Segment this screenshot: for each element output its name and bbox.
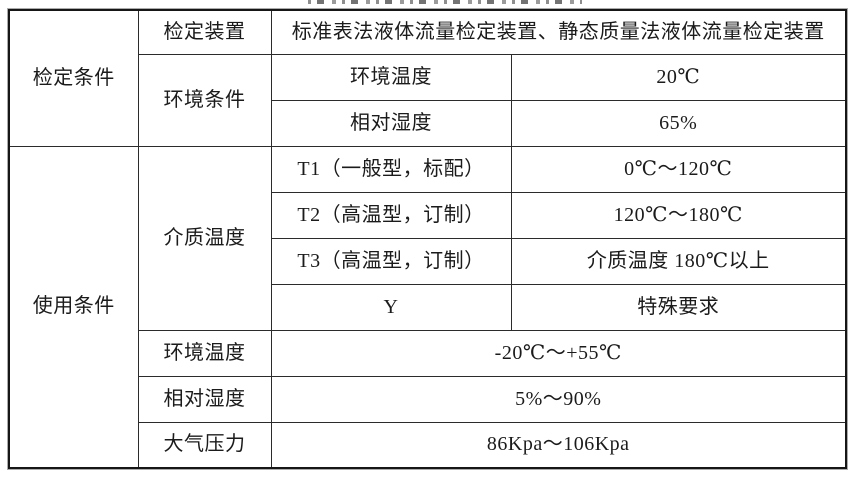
cell-ambient-temperature-value: 20℃ — [510, 53, 847, 101]
cell-ambient-temperature-label: 环境温度 — [270, 53, 512, 101]
table-row: Y 特殊要求 — [9, 283, 847, 331]
cell-medium-temp-t1-value: 0℃～120℃ — [510, 145, 847, 193]
cell-usage-ambient-temperature-value: -20℃～+55℃ — [270, 329, 847, 377]
cell-usage-relative-humidity-value: 5%～90% — [270, 375, 847, 423]
table-row: 环境温度 -20℃～+55℃ — [9, 329, 847, 377]
table-row: 相对湿度 65% — [9, 99, 847, 147]
table-row: 环境条件 环境温度 20℃ — [9, 53, 847, 147]
cell-atmospheric-pressure-value: 86Kpa～106Kpa — [270, 421, 847, 469]
cell-usage-relative-humidity-label: 相对湿度 — [137, 375, 272, 423]
table-row: 相对湿度 5%～90% — [9, 375, 847, 423]
cell-verification-conditions-label: 检定条件 — [8, 9, 139, 147]
table-row: T2（高温型，订制） 120℃～180℃ — [9, 191, 847, 239]
conditions-table: 检定条件 检定装置 标准表法液体流量检定装置、静态质量法液体流量检定装置 环境条… — [8, 9, 847, 469]
cell-usage-conditions-label: 使用条件 — [8, 145, 139, 469]
cell-relative-humidity-value: 65% — [510, 99, 847, 147]
cell-medium-temp-y-value: 特殊要求 — [510, 283, 847, 331]
table-row: 检定条件 检定装置 标准表法液体流量检定装置、静态质量法液体流量检定装置 — [8, 9, 847, 147]
cell-environment-conditions-label: 环境条件 — [137, 53, 272, 147]
cell-verification-device-label: 检定装置 — [137, 9, 272, 55]
table-row: 大气压力 86Kpa～106Kpa — [9, 421, 847, 469]
cell-medium-temp-t2-label: T2（高温型，订制） — [270, 191, 512, 239]
cell-relative-humidity-label: 相对湿度 — [270, 99, 512, 147]
table-row: 使用条件 介质温度 T1（一般型，标配） 0℃～120℃ — [8, 145, 847, 469]
cell-usage-ambient-temperature-label: 环境温度 — [137, 329, 272, 377]
cell-medium-temp-t3-label: T3（高温型，订制） — [270, 237, 512, 285]
clipped-title-fragment — [308, 0, 582, 4]
cell-medium-temp-t2-value: 120℃～180℃ — [510, 191, 847, 239]
cell-medium-temp-y-label: Y — [270, 283, 512, 331]
cell-verification-device-value: 标准表法液体流量检定装置、静态质量法液体流量检定装置 — [270, 9, 847, 55]
table-row: T3（高温型，订制） 介质温度 180℃以上 — [9, 237, 847, 285]
cell-medium-temperature-label: 介质温度 — [137, 145, 272, 331]
cell-medium-temp-t1-label: T1（一般型，标配） — [270, 145, 512, 193]
cell-atmospheric-pressure-label: 大气压力 — [137, 421, 272, 469]
cell-medium-temp-t3-value: 介质温度 180℃以上 — [510, 237, 847, 285]
